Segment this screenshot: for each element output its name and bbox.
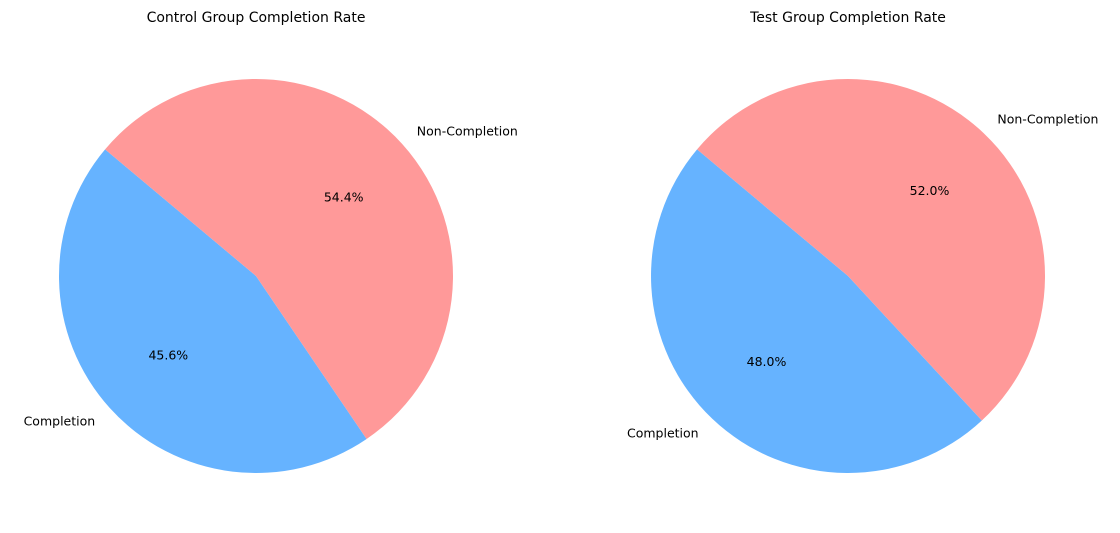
pie-labels: Completion 45.6% Non-Completion 54.4%: [24, 123, 518, 428]
pie-slice-completion: [651, 149, 982, 473]
pie-slice-non-completion: [105, 79, 453, 440]
slice-percent-non-completion: 54.4%: [324, 189, 364, 204]
slice-label-completion: Completion: [24, 414, 96, 429]
chart-title: Control Group Completion Rate: [147, 10, 366, 26]
slice-percent-completion: 48.0%: [747, 354, 787, 369]
slice-label-non-completion: Non-Completion: [997, 112, 1098, 127]
chart-title: Test Group Completion Rate: [749, 10, 946, 26]
pie-slices: [651, 78, 1046, 473]
pie-slice-completion: [58, 149, 367, 474]
control-group-pie-chart: Control Group Completion Rate Completion…: [24, 10, 518, 474]
test-group-pie-chart: Test Group Completion Rate Completion 48.…: [627, 10, 1098, 473]
slice-label-non-completion: Non-Completion: [417, 123, 518, 138]
pie-slices: [58, 79, 453, 474]
pie-slice-non-completion: [697, 78, 1046, 421]
pie-labels: Completion 48.0% Non-Completion 52.0%: [627, 112, 1098, 441]
slice-label-completion: Completion: [627, 425, 699, 440]
slice-percent-non-completion: 52.0%: [910, 183, 950, 198]
slice-percent-completion: 45.6%: [148, 348, 188, 363]
